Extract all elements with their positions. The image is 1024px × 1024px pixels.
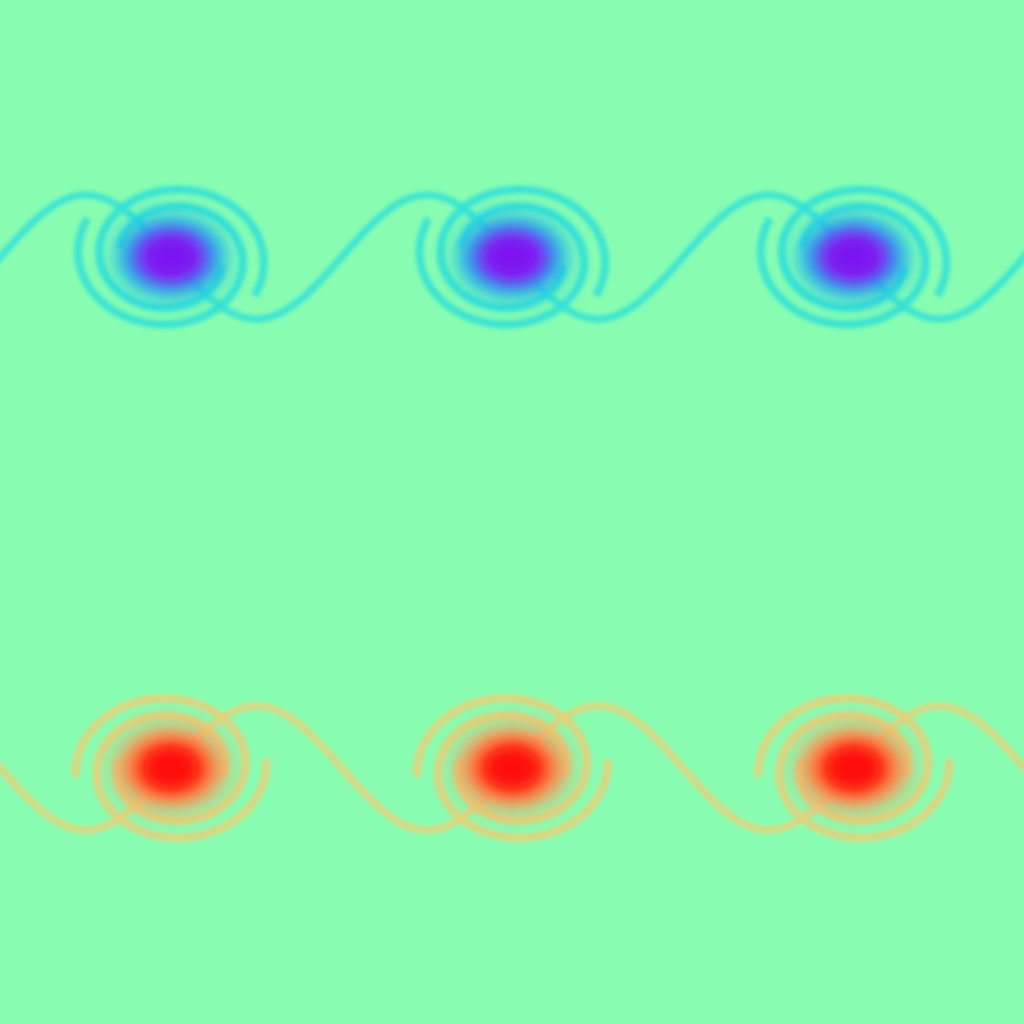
vortex-center: [145, 237, 197, 277]
vortex: [415, 185, 610, 329]
spiral-arm-outer: [74, 202, 247, 329]
spiral-arm-outer: [754, 694, 933, 825]
vortex-center: [827, 748, 880, 788]
spiral-arm-outer: [775, 711, 954, 842]
vortex: [756, 185, 951, 329]
vortex-center: [486, 748, 539, 788]
spiral-arm-outer: [436, 185, 610, 312]
vortex: [74, 185, 268, 329]
spiral-arm-outer: [71, 694, 250, 825]
vortex: [754, 694, 954, 842]
vortex-center: [145, 748, 197, 788]
spiral-arm-outer: [777, 185, 951, 312]
spiral-arm-outer: [95, 185, 268, 312]
spiral-arm-outer: [415, 202, 589, 329]
spiral-arm-outer: [756, 202, 930, 329]
negative-vortex-street: [0, 185, 1024, 329]
vortex-center: [827, 237, 880, 277]
vortex: [71, 694, 271, 842]
spiral-arm-outer: [412, 694, 591, 825]
spiral-arm-outer: [92, 711, 271, 842]
vortex: [412, 694, 612, 842]
vortex-center: [486, 237, 539, 277]
spiral-arm-outer: [433, 711, 612, 842]
positive-vortex-street: [0, 694, 1024, 842]
